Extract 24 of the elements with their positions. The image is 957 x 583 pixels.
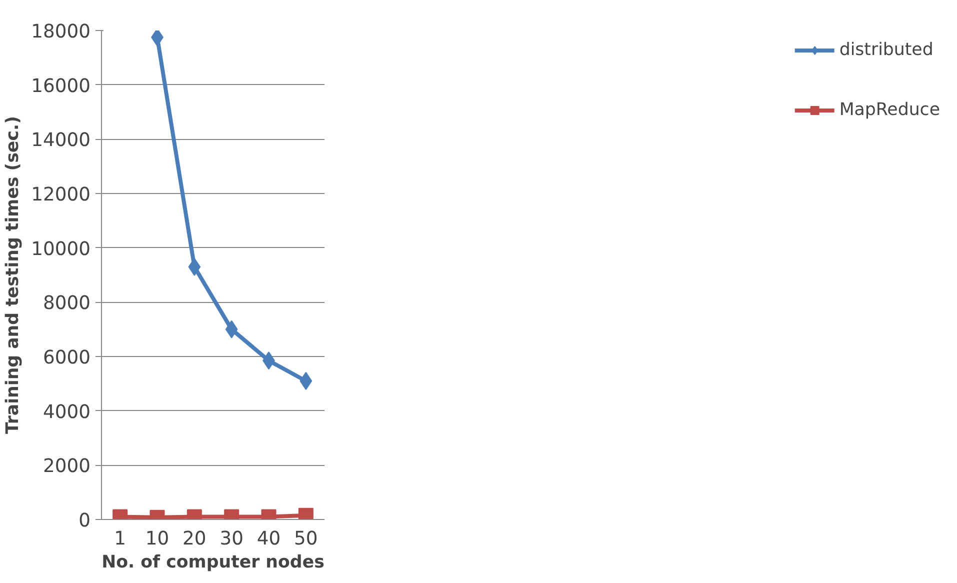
y-tick-label: 0: [78, 510, 91, 532]
y-tick-label: 4000: [43, 402, 91, 423]
legend-label: MapReduce: [839, 100, 940, 120]
y-tick-label: 12000: [31, 184, 91, 206]
x-tick-label: 20: [182, 528, 206, 550]
point: [300, 372, 312, 390]
x-axis-title: No. of computer nodes: [102, 552, 324, 572]
y-tick-label: 6000: [43, 348, 91, 368]
y-axis-title: Training and testing times (sec.): [3, 116, 24, 434]
x-tick-label: 10: [145, 528, 170, 550]
x-tick-label: 40: [256, 528, 281, 550]
legend-label: distributed: [839, 40, 934, 60]
x-tick-label: 30: [220, 528, 244, 550]
y-tick-label: 18000: [31, 22, 91, 42]
y-tick-label: 2000: [43, 456, 91, 478]
point: [151, 30, 164, 46]
y-tick-label: 10000: [31, 238, 91, 260]
point: [188, 258, 201, 276]
x-tick-label: 1: [114, 528, 126, 550]
y-tick-label: 8000: [43, 293, 91, 314]
y-tick-label: 14000: [31, 130, 91, 152]
y-tick-label: 16000: [31, 76, 91, 97]
point: [225, 320, 238, 338]
x-tick-label: 50: [294, 528, 318, 550]
